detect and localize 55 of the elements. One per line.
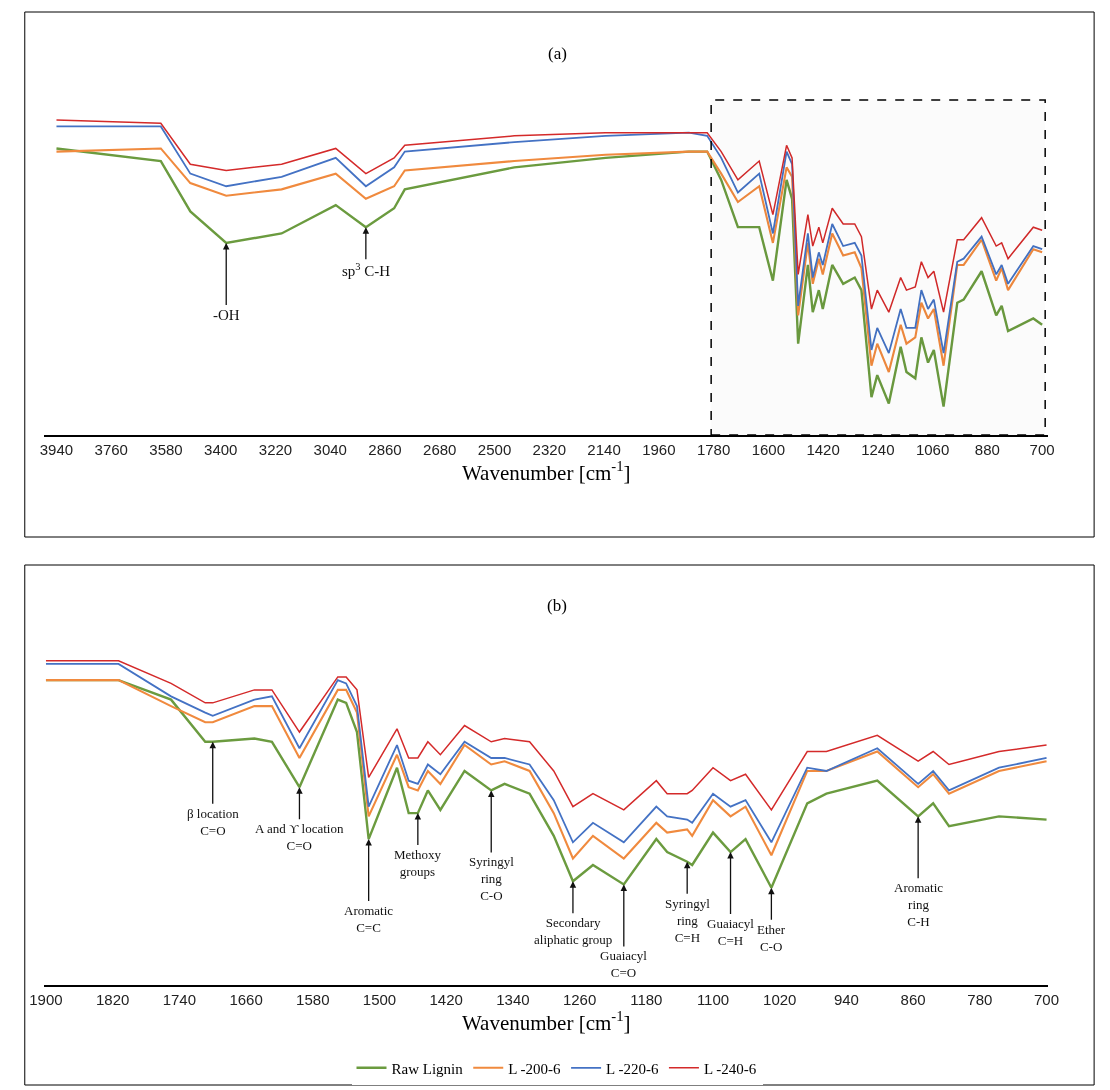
annotation: sp$^{3}$ C-H xyxy=(342,261,391,280)
annotation: -OH xyxy=(213,307,240,323)
x-tick-label: 1420 xyxy=(429,990,463,1008)
x-axis-title: Wavenumber [cm$^{-1}$] xyxy=(461,1007,631,1035)
annotation: Guaiacyl C=O xyxy=(600,948,648,980)
legend-label: L -200-6 xyxy=(508,1060,562,1077)
x-tick-label: 1740 xyxy=(162,990,197,1008)
x-tick-label: 2680 xyxy=(423,440,457,458)
x-tick-label: 1900 xyxy=(29,990,63,1008)
x-tick-label: 880 xyxy=(974,440,1000,458)
annotation: Guaiacyl C=H xyxy=(707,916,755,948)
chart-title: (b) xyxy=(547,596,567,615)
x-tick-label: 1820 xyxy=(95,990,130,1008)
x-tick-label: 700 xyxy=(1029,440,1055,458)
x-tick-label: 2860 xyxy=(368,440,402,458)
x-tick-label: 1600 xyxy=(751,440,786,458)
annotation: Aromatic C=C xyxy=(344,903,394,935)
x-tick-label: 3220 xyxy=(258,440,293,458)
x-tick-label: 1420 xyxy=(806,440,840,458)
x-tick-label: 3040 xyxy=(313,440,347,458)
x-axis-title: Wavenumber [cm$^{-1}$] xyxy=(461,457,631,485)
annotation: Syringyl ring C-O xyxy=(469,854,515,903)
annotation: Methoxy groups xyxy=(394,847,442,879)
x-tick-label: 1340 xyxy=(496,990,530,1008)
x-tick-label: 860 xyxy=(900,990,926,1008)
x-tick-label: 3400 xyxy=(204,440,238,458)
x-tick-label: 2500 xyxy=(477,440,512,458)
x-tick-label: 700 xyxy=(1034,990,1060,1008)
x-tick-label: 2320 xyxy=(532,440,566,458)
x-tick-label: 1500 xyxy=(362,990,397,1008)
x-tick-label: 3940 xyxy=(39,440,74,458)
x-tick-label: 1960 xyxy=(642,440,676,458)
annotation: A and ϒ location C=O xyxy=(255,821,344,853)
annotation: β location C=O xyxy=(187,806,240,838)
x-tick-label: 1240 xyxy=(861,440,895,458)
x-tick-label: 940 xyxy=(833,990,859,1008)
x-tick-label: 3760 xyxy=(94,440,128,458)
legend-label: L -220-6 xyxy=(606,1060,659,1077)
annotation: Secondary aliphatic group xyxy=(534,915,613,947)
x-tick-label: 1100 xyxy=(696,990,730,1008)
x-tick-label: 780 xyxy=(967,990,993,1008)
annotation: Ether C-O xyxy=(757,922,786,954)
annotation: Aromatic ring C-H xyxy=(894,880,944,929)
x-tick-label: 1060 xyxy=(915,440,950,458)
x-tick-label: 1260 xyxy=(562,990,597,1008)
x-tick-label: 1580 xyxy=(296,990,330,1008)
x-tick-label: 1660 xyxy=(229,990,263,1008)
legend-label: Raw Lignin xyxy=(391,1060,464,1077)
x-tick-label: 1780 xyxy=(696,440,731,458)
x-tick-label: 1020 xyxy=(763,990,797,1008)
x-tick-label: 2140 xyxy=(587,440,621,458)
legend-label: L -240-6 xyxy=(703,1060,757,1077)
x-tick-label: 3580 xyxy=(149,440,183,458)
x-tick-label: 1180 xyxy=(630,990,663,1008)
chart-title: (a) xyxy=(548,44,567,63)
